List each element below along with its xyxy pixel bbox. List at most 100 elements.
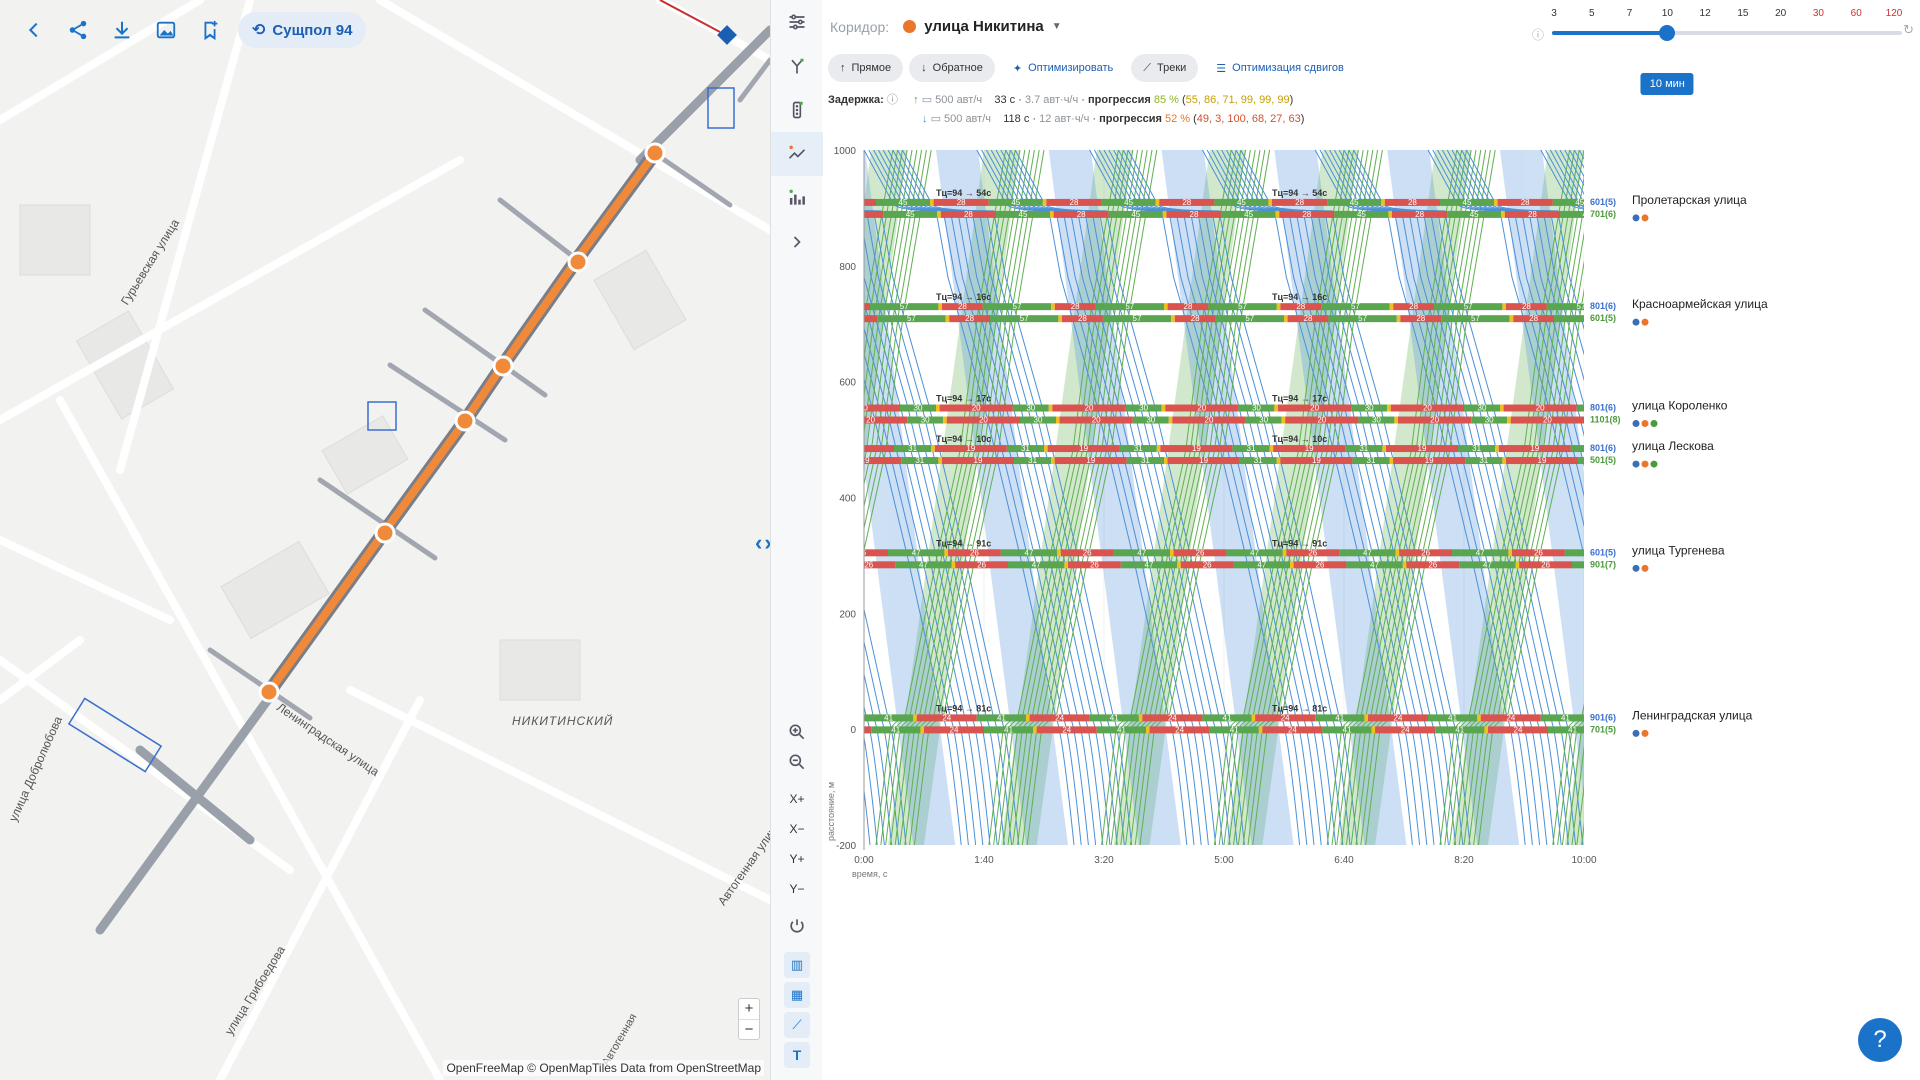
back-button[interactable] xyxy=(14,12,54,48)
signal-amber xyxy=(1171,315,1175,323)
signal-red-duration: 24 xyxy=(1175,725,1184,734)
chart-zoom-in-button[interactable] xyxy=(771,712,823,752)
plan-chip[interactable]: ⟲ Сущпол 94 xyxy=(238,12,367,48)
time-space-diagram[interactable]: 45 28 45 28 45 28 45 28 45 28 45 28 45 28 45 28 45 28 45 28… xyxy=(822,120,1920,1080)
signal-green xyxy=(907,416,944,424)
tracks-chip[interactable]: ⟋ Треки xyxy=(1131,54,1199,82)
signal-green xyxy=(1321,303,1390,311)
signal-green-duration: 47 xyxy=(1476,548,1485,557)
signal-green-duration: 31 xyxy=(1021,444,1030,453)
share-button[interactable] xyxy=(58,12,98,48)
y-minus-button[interactable]: Y− xyxy=(789,882,805,896)
map-zoom-out-button[interactable]: − xyxy=(739,1019,759,1039)
settings-sliders-button[interactable] xyxy=(771,0,823,44)
slider-tick-label: 5 xyxy=(1588,8,1595,19)
panel-resize-handle[interactable]: ‹› xyxy=(755,530,770,555)
forward-track xyxy=(1319,149,1533,846)
signal-green xyxy=(1132,416,1169,424)
signal-green xyxy=(1014,457,1052,465)
grid-layer-toggle[interactable]: ▦ xyxy=(784,982,810,1008)
bwd-prog-label: прогрессия xyxy=(1099,113,1162,125)
signal-red-duration: 20 xyxy=(1197,404,1206,413)
signal-red-duration: 26 xyxy=(1428,560,1437,569)
map-zoom-in-button[interactable]: + xyxy=(744,1000,754,1017)
signal-amber xyxy=(1258,726,1263,734)
signal-red-duration: 20 xyxy=(1543,416,1552,425)
signal-bars: 45 28 45 28 45 28 45 28 45 28 45 28 45 28 45 28 45 28 45 28… xyxy=(822,188,1718,734)
slider-knob[interactable] xyxy=(1659,25,1676,41)
signal-green-duration: 41 xyxy=(1004,725,1013,734)
signals-layer-toggle[interactable]: ▥ xyxy=(784,952,810,978)
signal-green xyxy=(1233,561,1290,569)
signal-green-duration: 30 xyxy=(1365,404,1374,413)
signal-green xyxy=(1334,210,1389,218)
signal-red-duration: 19 xyxy=(1425,456,1434,465)
signal-green xyxy=(1089,714,1139,722)
map-view[interactable]: Гурьевская улица улица Добролюбова Ленин… xyxy=(0,0,770,1080)
signal-amber xyxy=(1042,198,1047,206)
signal-red xyxy=(1273,445,1346,453)
signal-amber xyxy=(1507,416,1511,424)
text-layer-toggle[interactable]: T xyxy=(784,1042,810,1068)
signal-green xyxy=(1096,726,1146,734)
signal-green xyxy=(1452,549,1509,557)
bookmark-add-button[interactable] xyxy=(190,12,230,48)
blue-band xyxy=(864,150,956,845)
signal-red-duration: 19 xyxy=(854,444,863,453)
signal-green xyxy=(1471,416,1508,424)
signal-red-duration: 28 xyxy=(1415,210,1424,219)
signal-red-duration: 28 xyxy=(845,302,854,311)
route-fork-button[interactable] xyxy=(771,44,823,88)
signal-green xyxy=(1119,445,1157,453)
backward-track xyxy=(1576,783,1584,846)
signal-green-duration: 57 xyxy=(900,302,909,311)
signal-red-duration: 20 xyxy=(1085,404,1094,413)
signal-red xyxy=(1255,714,1316,722)
x-minus-button[interactable]: X− xyxy=(789,822,805,836)
signal-red xyxy=(1062,315,1103,323)
signal-red xyxy=(1059,416,1133,424)
direction-backward-chip[interactable]: ↓ Обратное xyxy=(909,54,995,82)
optimize-button[interactable]: ✦ Оптимизировать xyxy=(1001,54,1125,82)
slider-track[interactable]: 10 мин xyxy=(1552,25,1902,95)
corridor-name: улица Никитина xyxy=(924,18,1044,35)
tracks-layer-toggle[interactable]: ⟋ xyxy=(784,1012,810,1038)
statistics-button[interactable] xyxy=(771,176,823,220)
signal-red-duration: 20 xyxy=(1536,404,1545,413)
help-button[interactable]: ? xyxy=(1858,1018,1902,1062)
download-button[interactable] xyxy=(102,12,142,48)
signal-red-duration: 28 xyxy=(958,302,967,311)
backward-track xyxy=(1704,150,1834,845)
signal-green xyxy=(822,561,839,568)
tracks-tab-button[interactable] xyxy=(771,132,823,176)
time-window-slider[interactable]: ⓘ 3 5 7 10 12 15 20 30 60 120 10 мин ↻ xyxy=(1532,6,1914,95)
traffic-light-button[interactable] xyxy=(771,88,823,132)
direction-forward-chip[interactable]: ↑ Прямое xyxy=(828,54,904,82)
signal-green-duration: 47 xyxy=(1257,560,1266,569)
chip-label: Обратное xyxy=(932,62,983,74)
expand-panel-button[interactable] xyxy=(771,220,823,264)
signal-red xyxy=(1280,457,1353,465)
signal-green xyxy=(1245,416,1282,424)
corridor-select[interactable]: улица Никитина ▼ xyxy=(903,18,1062,35)
forward-track xyxy=(1014,149,1245,846)
signal-red-duration: 24 xyxy=(942,713,951,722)
reset-view-button[interactable] xyxy=(771,906,823,946)
chevron-right-icon xyxy=(793,236,801,248)
image-export-button[interactable] xyxy=(146,12,186,48)
x-plus-button[interactable]: X+ xyxy=(789,792,805,806)
signal-green-duration: 30 xyxy=(1026,404,1035,413)
signal-green xyxy=(871,726,921,734)
signal-red-duration: 20 xyxy=(866,416,875,425)
signal-red-duration: 20 xyxy=(1092,416,1101,425)
signal-green-duration: 47 xyxy=(1709,560,1718,569)
signal-red xyxy=(1167,457,1240,465)
forward-track xyxy=(1127,149,1358,846)
chart-zoom-out-button[interactable] xyxy=(771,742,823,782)
forward-track xyxy=(1005,149,1231,846)
y-plus-button[interactable]: Y+ xyxy=(789,852,805,866)
shift-optimization-button[interactable]: ☰ Оптимизация сдвигов xyxy=(1204,54,1356,82)
signal-green-duration: 57 xyxy=(1133,314,1142,323)
signal-green xyxy=(883,210,938,218)
signal-red xyxy=(946,416,1020,424)
